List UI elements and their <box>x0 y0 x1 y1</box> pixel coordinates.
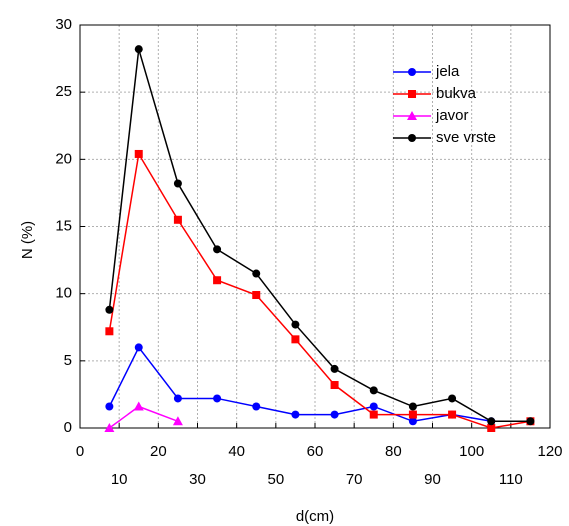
legend-label: jela <box>435 63 460 80</box>
y-tick-label: 25 <box>55 83 72 100</box>
x-tick-label: 50 <box>267 471 284 488</box>
data-point <box>213 245 222 254</box>
y-tick-label: 20 <box>55 150 72 167</box>
data-point <box>448 410 457 419</box>
series-line <box>108 151 531 429</box>
data-point <box>134 149 143 158</box>
data-point <box>213 394 222 403</box>
legend-marker <box>408 68 416 76</box>
legend-label: sve vrste <box>436 129 496 146</box>
x-tick-label: 0 <box>76 443 84 460</box>
data-point <box>173 394 182 403</box>
x-tick-label: 10 <box>111 471 128 488</box>
y-tick-label: 5 <box>64 352 72 369</box>
data-point <box>369 402 378 411</box>
data-point <box>133 401 144 411</box>
x-tick-label: 20 <box>150 443 167 460</box>
series-line <box>108 48 531 423</box>
data-point <box>134 45 143 54</box>
data-point <box>105 327 114 336</box>
x-tick-label: 40 <box>228 443 245 460</box>
x-tick-label: 90 <box>424 471 441 488</box>
y-tick-label: 10 <box>55 285 72 302</box>
data-point <box>448 394 457 403</box>
y-axis-label: N (%) <box>19 221 36 259</box>
data-point <box>173 215 182 224</box>
data-point <box>173 179 182 188</box>
data-point <box>252 269 261 278</box>
data-point <box>330 381 339 390</box>
x-tick-label: 80 <box>385 443 402 460</box>
data-point <box>330 364 339 373</box>
x-axis-label: d(cm) <box>296 508 334 525</box>
legend-marker <box>408 134 416 142</box>
data-point <box>291 410 300 419</box>
data-point <box>408 402 417 411</box>
data-point <box>369 386 378 395</box>
data-point <box>487 424 496 432</box>
data-point <box>104 423 115 432</box>
data-point <box>291 320 300 329</box>
data-point <box>172 416 183 426</box>
y-tick-label: 0 <box>64 419 72 436</box>
x-tick-label: 120 <box>537 443 562 460</box>
y-tick-label: 15 <box>55 217 72 234</box>
data-point <box>408 410 417 419</box>
y-tick-label: 30 <box>55 16 72 33</box>
data-point <box>105 305 114 314</box>
legend-label: bukva <box>436 85 477 102</box>
data-point <box>105 402 114 411</box>
data-point <box>487 417 496 426</box>
x-tick-label: 100 <box>459 443 484 460</box>
legend-marker <box>408 90 416 98</box>
data-point <box>213 276 222 285</box>
data-point <box>408 417 417 426</box>
plot-frame <box>79 24 551 429</box>
data-point <box>526 417 535 426</box>
legend-label: javor <box>435 107 469 124</box>
data-point <box>291 335 300 344</box>
x-tick-label: 110 <box>499 471 523 488</box>
data-point <box>134 343 143 352</box>
data-point <box>252 291 261 300</box>
x-tick-label: 30 <box>189 471 206 488</box>
legend-marker <box>407 111 417 120</box>
x-tick-label: 70 <box>346 471 363 488</box>
data-point <box>330 410 339 419</box>
data-point <box>369 410 378 419</box>
data-point <box>252 402 261 411</box>
x-tick-label: 60 <box>307 443 324 460</box>
